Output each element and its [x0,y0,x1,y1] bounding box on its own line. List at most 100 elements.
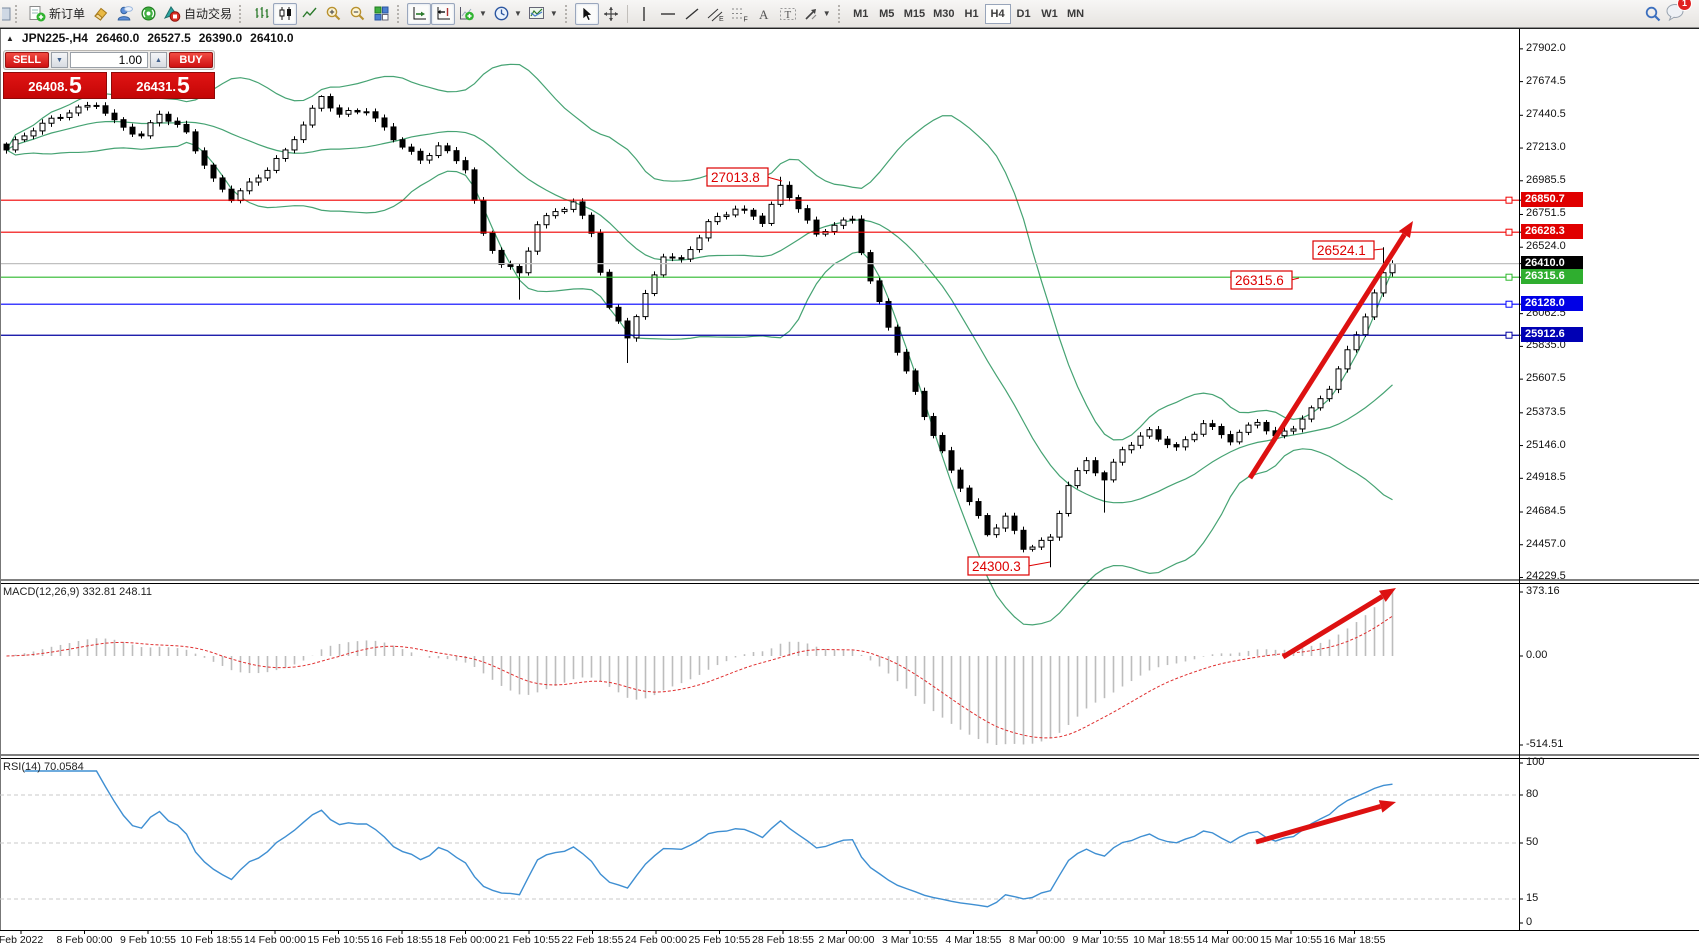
tf-button-M15[interactable]: M15 [900,4,929,24]
equidistant-channel-button[interactable]: E [704,3,728,25]
autotrading-icon [163,6,181,22]
periods-button[interactable]: ▼ [490,3,525,25]
buy-button[interactable]: BUY [169,52,213,68]
zoom-out-button[interactable] [345,3,369,25]
vertical-line-button[interactable] [632,3,656,25]
price-level-badge[interactable]: 26850.7 [1521,192,1583,208]
macd-tick-label: 373.16 [1526,585,1560,597]
time-tick-label: 24 Feb 00:00 [625,934,687,946]
zoom-in-button[interactable] [321,3,345,25]
candles [3,93,1396,568]
volume-decrease-button[interactable]: ▼ [51,52,68,68]
sell-price-int: 26408. [28,79,68,94]
one-click-toggle-icon[interactable]: ▲ [6,33,14,43]
tf-button-H1[interactable]: H1 [959,4,985,24]
sell-price-display[interactable]: 26408. 5 [3,72,107,99]
price-level-badge[interactable]: 26628.3 [1521,224,1583,240]
timeframe-bar: M1 M5 M15 M30 H1 H4 D1 W1 MN [848,3,1089,24]
toolbar: 新订单 自动交易 ▼ ▼ [0,0,1699,28]
broadcast-button[interactable] [136,3,160,25]
templates-button[interactable]: ▼ [525,3,561,25]
time-tick-label: 16 Mar 18:55 [1323,934,1386,946]
chart-candles-button[interactable] [273,2,298,25]
buy-price-frac: 5 [176,72,190,98]
text-button[interactable]: A [752,3,776,25]
ohlc-high: 26527.5 [147,31,191,45]
macd-indicator-label: MACD(12,26,9) 332.81 248.11 [3,586,152,598]
tile-windows-icon [374,6,389,21]
auto-scroll-button[interactable] [407,2,432,25]
chart-line-icon [301,7,317,18]
horizontal-line-icon [660,12,675,15]
svg-text:26315.6: 26315.6 [1235,273,1284,288]
symbol-name: JPN225-,H4 [21,31,88,45]
autotrading-button[interactable]: 自动交易 [160,3,235,25]
rsi-indicator-label: RSI(14) 70.0584 [3,761,84,773]
price-tick-label: 25607.5 [1526,372,1566,385]
toolbar-grip [564,4,571,23]
price-tick-label: 25146.0 [1526,438,1566,451]
cursor-button[interactable] [574,2,599,25]
price-tick-label: 27674.5 [1526,74,1566,87]
new-order-button[interactable]: 新订单 [25,3,88,25]
chart-bars-icon [255,7,269,18]
tf-button-MN[interactable]: MN [1063,4,1089,24]
time-tick-label: 21 Feb 10:55 [498,934,560,946]
search-button[interactable] [1641,3,1665,25]
indicators-button[interactable]: ▼ [455,3,490,25]
time-tick-label: 28 Feb 18:55 [752,934,814,946]
tf-button-M30[interactable]: M30 [929,4,958,24]
tf-button-H4[interactable]: H4 [984,3,1011,24]
price-annotations[interactable]: 27013.8 26524.1 26315.6 24300.3 [706,167,1384,576]
arrows-button[interactable]: ▼ [800,3,834,25]
crosshair-icon [603,6,618,21]
trend-arrows[interactable] [1247,221,1413,845]
time-tick-label: 15 Feb 10:55 [307,934,370,946]
trendline-button[interactable] [680,3,704,25]
sell-button[interactable]: SELL [5,52,49,68]
price-level-badge[interactable]: 26410.0 [1521,255,1583,271]
chart-candles-icon [279,7,291,20]
volume-increase-button[interactable]: ▲ [150,52,167,68]
svg-text:T: T [784,9,791,21]
time-tick-label: 22 Feb 18:55 [561,934,624,946]
macd-tick-label: 0.00 [1526,649,1548,661]
cursor-icon [582,5,594,21]
eraser-icon [93,7,107,21]
horizontal-line-button[interactable] [656,3,680,25]
buy-price-display[interactable]: 26431. 5 [111,72,215,99]
time-tick-label: 10 Feb 18:55 [180,934,243,946]
ohlc-open: 26460.0 [95,31,140,45]
tf-button-D1[interactable]: D1 [1011,4,1037,24]
price-level-badge[interactable]: 26315.6 [1521,269,1583,285]
svg-text:24300.3: 24300.3 [972,559,1021,574]
rsi-tick-label: 50 [1526,836,1539,848]
macd-tick-label: -514.51 [1526,738,1564,750]
text-label-button[interactable]: T [776,3,800,25]
sell-price-frac: 5 [68,72,82,98]
zoom-in-icon [326,6,340,21]
time-tick-label: 25 Feb 10:55 [688,934,751,946]
price-tick-label: 26751.5 [1526,207,1566,220]
svg-text:26524.1: 26524.1 [1317,243,1366,258]
chart-bars-button[interactable] [249,3,273,25]
price-tick-label: 24457.0 [1526,537,1566,550]
price-level-badge[interactable]: 26128.0 [1521,296,1583,312]
chart-line-button[interactable] [297,3,321,25]
tf-button-W1[interactable]: W1 [1037,4,1063,24]
styler-button[interactable] [88,3,112,25]
chart-shift-button[interactable] [431,2,456,25]
tf-button-M5[interactable]: M5 [874,4,900,24]
price-level-badge[interactable]: 25912.6 [1521,327,1583,343]
vertical-line-icon [643,6,645,21]
notifications-button[interactable]: 1 [1665,0,1692,26]
profile-button[interactable] [112,3,136,25]
volume-input[interactable] [70,52,148,68]
fibonacci-button[interactable]: F [728,3,752,25]
rsi-tick-label: 80 [1526,788,1539,800]
crosshair-button[interactable] [599,3,623,25]
tile-windows-button[interactable] [369,3,393,25]
text-label-icon: T [779,7,796,21]
tf-button-M1[interactable]: M1 [848,4,874,24]
